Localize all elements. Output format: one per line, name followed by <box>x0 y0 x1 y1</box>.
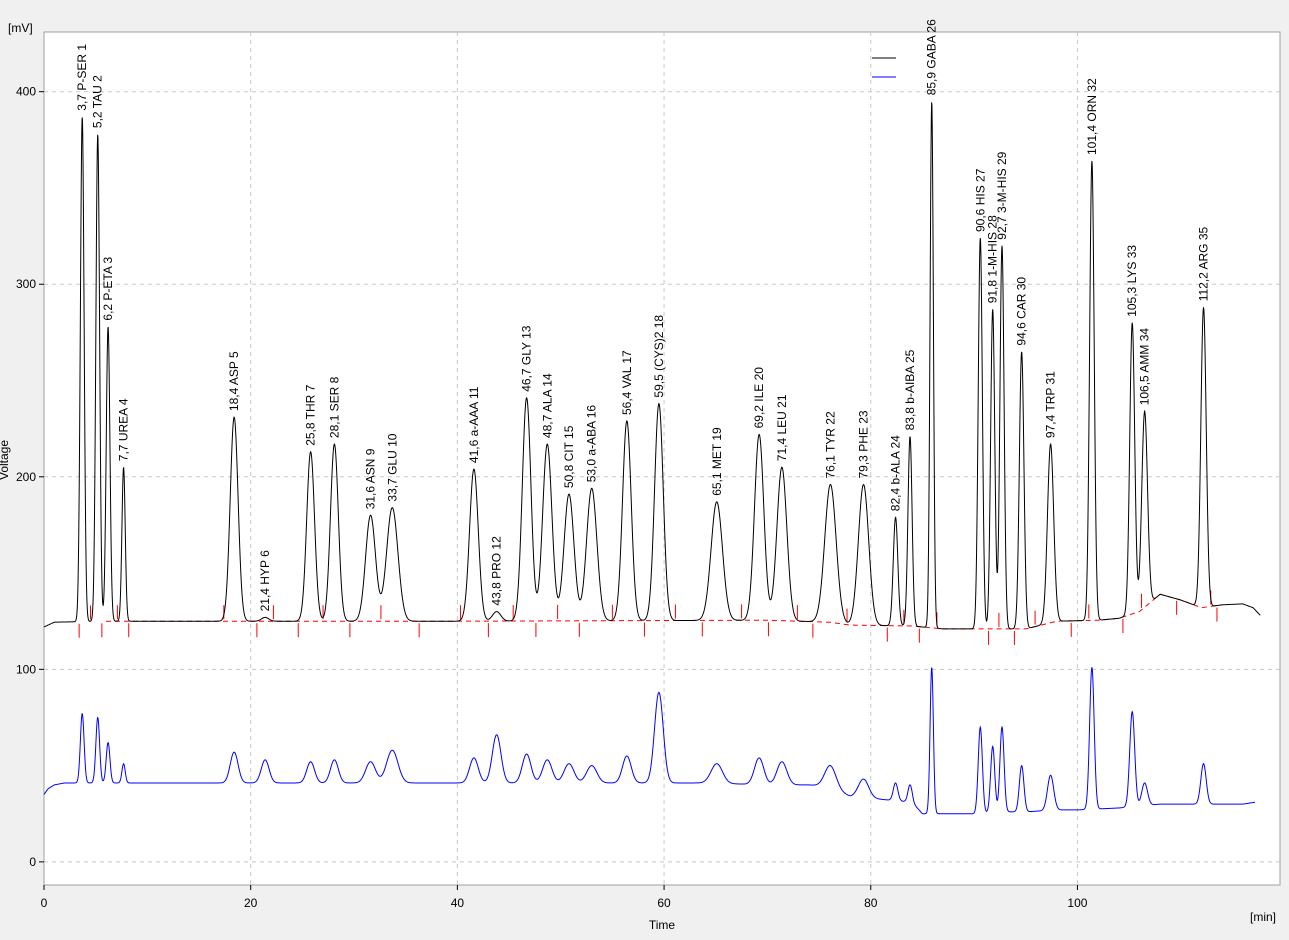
peak-label: 18,4 ASP 5 <box>227 351 241 411</box>
peak-label: 7,7 UREA 4 <box>117 398 131 461</box>
peak-label: 82,4 b-ALA 24 <box>889 435 903 511</box>
peak-label: 94,6 CAR 30 <box>1015 277 1029 346</box>
peak-label: 43,8 PRO 12 <box>490 536 504 606</box>
peak-label: 65,1 MET 19 <box>710 427 724 496</box>
x-tick-label: 0 <box>41 896 48 910</box>
x-tick-label: 40 <box>451 896 465 910</box>
peak-label: 33,7 GLU 10 <box>385 433 399 501</box>
grid-lines <box>44 32 1280 885</box>
peak-label: 92,7 3-M-HIS 29 <box>995 151 1009 239</box>
peak-label: 112,2 ARG 35 <box>1197 226 1211 301</box>
legend <box>872 57 896 78</box>
peak-label: 69,2 ILE 20 <box>752 367 766 429</box>
axis-ticks: 0 20 40 60 80 100 0 100 200 300 400 <box>16 85 1088 910</box>
peak-label: 48,7 ALA 14 <box>540 373 554 438</box>
peak-label: 101,4 ORN 32 <box>1085 78 1099 155</box>
peak-label: 41,6 a-AAA 11 <box>467 386 481 463</box>
x-unit-label: [min] <box>1250 910 1276 924</box>
y-tick-label: 400 <box>16 85 36 99</box>
peak-label: 85,9 GABA 26 <box>925 19 939 95</box>
peak-label: 25,8 THR 7 <box>304 384 318 445</box>
peak-label: 91,8 1-M-HIS 28 <box>986 215 1000 303</box>
series-trace-1 <box>43 102 1261 630</box>
x-tick-label: 60 <box>657 896 671 910</box>
x-tick-label: 80 <box>864 896 878 910</box>
peak-labels: 3,7 P-SER 1 5,2 TAU 2 6,2 P-ETA 3 7,7 UREA … <box>75 19 1210 611</box>
x-tick-label: 100 <box>1067 896 1087 910</box>
y-unit-label: [mV] <box>8 21 33 35</box>
peak-label: 53,0 a-ABA 16 <box>585 405 599 483</box>
peak-label: 28,1 SER 8 <box>327 376 341 438</box>
peak-label: 76,1 TYR 22 <box>824 411 838 478</box>
peak-label: 105,3 LYS 33 <box>1125 245 1139 317</box>
peak-label: 46,7 GLY 13 <box>520 325 534 392</box>
peak-label: 56,4 VAL 17 <box>620 350 634 415</box>
peak-label: 31,6 ASN 9 <box>364 448 378 509</box>
peak-label: 59,5 (CYS)2 18 <box>652 315 666 398</box>
peak-label: 3,7 P-SER 1 <box>75 44 89 111</box>
peak-label: 79,3 PHE 23 <box>857 410 871 478</box>
peak-label: 21,4 HYP 6 <box>258 550 272 611</box>
peak-label: 90,6 HIS 27 <box>973 168 987 232</box>
series-trace-2 <box>43 667 1256 815</box>
y-tick-label: 0 <box>29 855 36 869</box>
peak-label: 83,8 b-AIBA 25 <box>903 349 917 430</box>
y-tick-label: 300 <box>16 277 36 291</box>
x-axis-title: Time <box>649 918 676 932</box>
peak-label: 106,5 AMM 34 <box>1138 328 1152 406</box>
peak-label: 97,4 TRP 31 <box>1044 371 1058 438</box>
y-tick-label: 200 <box>16 470 36 484</box>
x-tick-label: 20 <box>244 896 258 910</box>
y-tick-label: 100 <box>16 662 36 676</box>
y-axis-title: Voltage <box>0 440 11 480</box>
peak-label: 6,2 P-ETA 3 <box>101 256 115 320</box>
peak-label: 50,8 CIT 15 <box>562 425 576 488</box>
peak-label: 71,4 LEU 21 <box>775 394 789 461</box>
peak-label: 5,2 TAU 2 <box>91 75 105 128</box>
